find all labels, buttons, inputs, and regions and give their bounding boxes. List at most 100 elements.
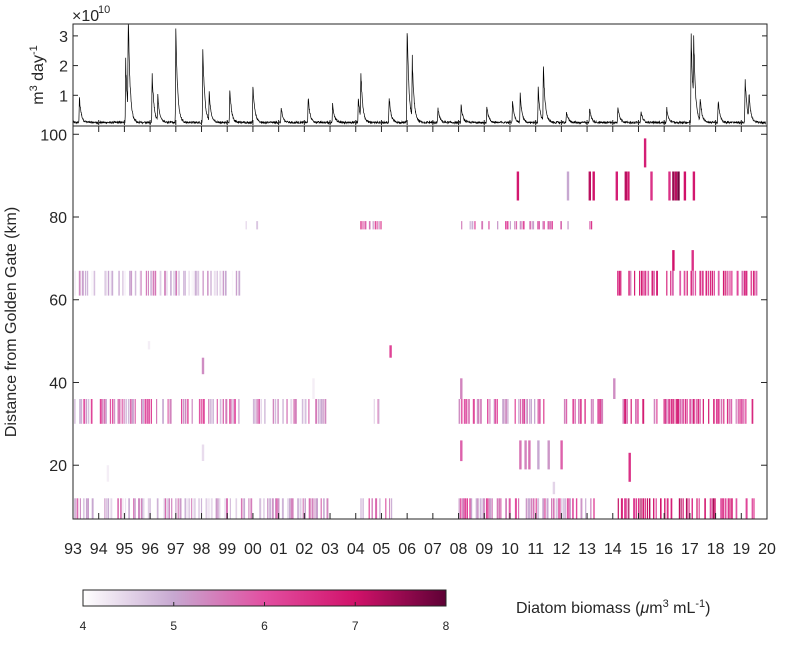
heatmap-cell	[102, 399, 104, 424]
heatmap-cell	[568, 498, 570, 519]
heatmap-x-tick-label: 14	[604, 541, 622, 558]
heatmap-cell	[291, 498, 294, 519]
heatmap-cell	[134, 498, 136, 519]
heatmap-cell	[385, 498, 387, 519]
heatmap-cell	[462, 498, 465, 519]
heatmap-cell	[751, 399, 754, 424]
heatmap-cell	[525, 498, 528, 519]
heatmap-cell	[368, 498, 370, 519]
heatmap-cell	[597, 399, 599, 424]
heatmap-cell	[286, 399, 288, 424]
heatmap-cell	[164, 270, 166, 296]
heatmap-cell	[124, 270, 126, 296]
heatmap-cell	[745, 270, 748, 296]
heatmap-cell	[584, 399, 586, 424]
heatmap-cell	[699, 270, 702, 296]
heatmap-cell	[138, 498, 140, 519]
heatmap-cell	[653, 399, 656, 424]
heatmap-cell	[702, 399, 704, 424]
heatmap-cell	[175, 270, 178, 296]
heatmap-cell	[580, 498, 583, 519]
heatmap-cell	[543, 399, 545, 424]
heatmap-cell	[516, 171, 520, 201]
heatmap-cell	[546, 498, 549, 519]
heatmap-x-tick-label: 01	[270, 541, 288, 558]
heatmap-cell	[74, 399, 76, 424]
colorbar-tick-label: 7	[352, 619, 359, 633]
heatmap-cell	[547, 440, 550, 470]
heatmap-cell	[535, 498, 537, 519]
heatmap-cell	[156, 399, 158, 424]
heatmap-cell	[315, 399, 318, 424]
heatmap-cell	[691, 498, 693, 519]
heatmap-cell	[256, 221, 259, 230]
heatmap-cell	[134, 399, 136, 424]
heatmap-cell	[108, 270, 110, 296]
heatmap-cell	[579, 399, 581, 424]
heatmap-cell	[475, 498, 477, 519]
heatmap-cell	[243, 498, 246, 519]
heatmap-cell	[212, 399, 214, 424]
heatmap-cell	[150, 399, 152, 424]
heatmap-cell	[221, 270, 223, 296]
heatmap-cell	[626, 399, 628, 424]
heatmap-cell	[274, 399, 277, 424]
heatmap-cell	[483, 498, 485, 519]
heatmap-cell	[502, 399, 505, 424]
heatmap-cell	[600, 399, 602, 424]
heatmap-cell	[727, 270, 729, 296]
heatmap-cell	[677, 399, 679, 424]
heatmap-cell	[168, 498, 170, 519]
heatmap-cell	[563, 399, 566, 424]
heatmap-cell	[519, 221, 522, 230]
heatmap-panel: 20 40 60 80 100 93 94 95 96 97 98 99 00 01 02 03 04 05 06…	[3, 120, 776, 558]
heatmap-cell	[678, 498, 680, 519]
heatmap-cell	[198, 399, 201, 424]
heatmap-cell	[78, 270, 81, 296]
heatmap-cell	[592, 171, 595, 201]
heatmap-cell	[709, 270, 711, 296]
heatmap-cell	[633, 498, 635, 519]
heatmap-cell	[668, 399, 670, 424]
heatmap-cell	[743, 270, 746, 296]
heatmap-cell	[230, 399, 232, 424]
heatmap-cell	[301, 399, 304, 424]
heatmap-cell	[507, 399, 509, 424]
heatmap-cell	[572, 399, 575, 424]
heatmap-cell	[699, 399, 701, 424]
heatmap-cell	[123, 399, 125, 424]
heatmap-cell	[547, 221, 550, 230]
heatmap-cell	[461, 221, 463, 230]
heatmap-cell	[147, 498, 150, 519]
heatmap-x-tick-label: 16	[655, 541, 673, 558]
heatmap-cell	[458, 498, 460, 519]
heatmap-cell	[93, 270, 96, 296]
top-y-ticks: 1 2 3	[59, 29, 767, 105]
heatmap-cell	[691, 399, 693, 424]
heatmap-cell	[740, 399, 743, 424]
heatmap-cell	[474, 221, 476, 230]
heatmap-cell	[248, 221, 251, 230]
heatmap-cell	[720, 399, 723, 424]
heatmap-cell	[217, 498, 219, 519]
heatmap-cell	[679, 399, 681, 424]
heatmap-cell	[80, 399, 83, 424]
heatmap-cell	[103, 399, 106, 424]
heatmap-x-tick-label: 03	[321, 541, 339, 558]
heatmap-cell	[213, 270, 216, 296]
heatmap-cell	[314, 498, 316, 519]
heatmap-cell	[530, 399, 532, 424]
heatmap-cell	[563, 498, 565, 519]
heatmap-cell	[312, 378, 315, 399]
heatmap-cell	[566, 498, 569, 519]
heatmap-cells	[74, 138, 758, 519]
heatmap-cell	[642, 399, 645, 424]
heatmap-cell	[498, 498, 501, 519]
heatmap-cell	[592, 399, 594, 424]
heatmap-cell	[79, 498, 81, 519]
heatmap-cell	[717, 399, 719, 424]
heatmap-cell	[181, 399, 183, 424]
heatmap-cell	[318, 399, 320, 424]
heatmap-cell	[320, 498, 322, 519]
heatmap-cell	[219, 498, 221, 519]
